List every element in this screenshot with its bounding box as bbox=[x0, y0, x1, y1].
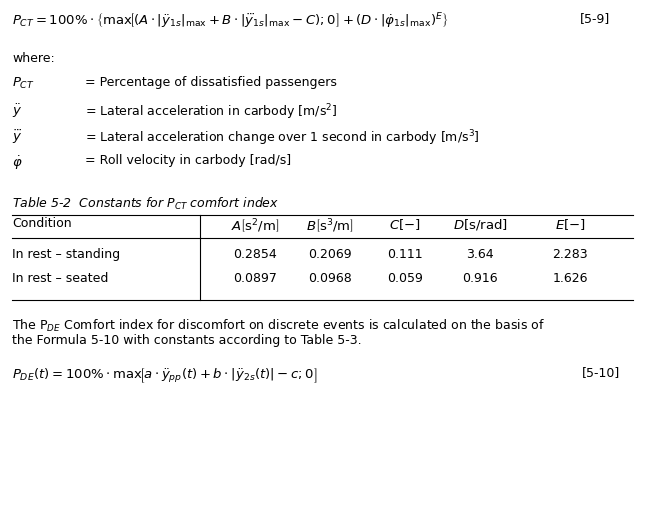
Text: $\ddot{y}$: $\ddot{y}$ bbox=[12, 102, 23, 120]
Text: = Roll velocity in carbody [rad/s]: = Roll velocity in carbody [rad/s] bbox=[85, 154, 291, 167]
Text: 1.626: 1.626 bbox=[552, 272, 588, 285]
Text: Condition: Condition bbox=[12, 217, 72, 230]
Text: In rest – standing: In rest – standing bbox=[12, 248, 120, 261]
Text: $C\left[-\right]$: $C\left[-\right]$ bbox=[389, 217, 421, 232]
Text: 0.916: 0.916 bbox=[462, 272, 498, 285]
Text: = Lateral acceleration change over 1 second in carbody [m/s$^{3}$]: = Lateral acceleration change over 1 sec… bbox=[85, 128, 480, 147]
Text: In rest – seated: In rest – seated bbox=[12, 272, 108, 285]
Text: 0.059: 0.059 bbox=[387, 272, 423, 285]
Text: 3.64: 3.64 bbox=[466, 248, 494, 261]
Text: $D\left[\mathrm{s/rad}\right]$: $D\left[\mathrm{s/rad}\right]$ bbox=[453, 217, 508, 232]
Text: $\dot{\varphi}$: $\dot{\varphi}$ bbox=[12, 154, 23, 171]
Text: 0.0968: 0.0968 bbox=[308, 272, 352, 285]
Text: $B\left[\mathrm{s}^3/\mathrm{m}\right]$: $B\left[\mathrm{s}^3/\mathrm{m}\right]$ bbox=[306, 217, 354, 235]
Text: 0.111: 0.111 bbox=[387, 248, 423, 261]
Text: 2.283: 2.283 bbox=[552, 248, 588, 261]
Text: $P_{CT}$: $P_{CT}$ bbox=[12, 76, 35, 91]
Text: the Formula 5-10 with constants according to Table 5-3.: the Formula 5-10 with constants accordin… bbox=[12, 334, 362, 347]
Text: $E\left[-\right]$: $E\left[-\right]$ bbox=[555, 217, 586, 232]
Text: $P_{CT}=100\%\cdot\left\{\mathrm{max}\!\left[(A\cdot|\ddot{y}_{1s}|_\mathrm{max}: $P_{CT}=100\%\cdot\left\{\mathrm{max}\!\… bbox=[12, 12, 449, 31]
Text: = Percentage of dissatisfied passengers: = Percentage of dissatisfied passengers bbox=[85, 76, 337, 89]
Text: where:: where: bbox=[12, 52, 55, 65]
Text: 0.2854: 0.2854 bbox=[233, 248, 277, 261]
Text: 0.0897: 0.0897 bbox=[233, 272, 277, 285]
Text: [5-10]: [5-10] bbox=[582, 366, 620, 379]
Text: Table 5-2  Constants for $P_{CT}$ comfort index: Table 5-2 Constants for $P_{CT}$ comfort… bbox=[12, 196, 279, 212]
Text: 0.2069: 0.2069 bbox=[308, 248, 352, 261]
Text: [5-9]: [5-9] bbox=[580, 12, 610, 25]
Text: The P$_{DE}$ Comfort index for discomfort on discrete events is calculated on th: The P$_{DE}$ Comfort index for discomfor… bbox=[12, 318, 545, 334]
Text: $\dddot{y}$: $\dddot{y}$ bbox=[12, 128, 23, 146]
Text: = Lateral acceleration in carbody [m/s$^{2}$]: = Lateral acceleration in carbody [m/s$^… bbox=[85, 102, 337, 121]
Text: $P_{DE}(t)=100\%\cdot\mathrm{max}\!\left[a\cdot\ddot{y}_{pp}(t)+b\cdot|\ddot{y}_: $P_{DE}(t)=100\%\cdot\mathrm{max}\!\left… bbox=[12, 366, 317, 385]
Text: $A\left[\mathrm{s}^2/\mathrm{m}\right]$: $A\left[\mathrm{s}^2/\mathrm{m}\right]$ bbox=[231, 217, 279, 235]
